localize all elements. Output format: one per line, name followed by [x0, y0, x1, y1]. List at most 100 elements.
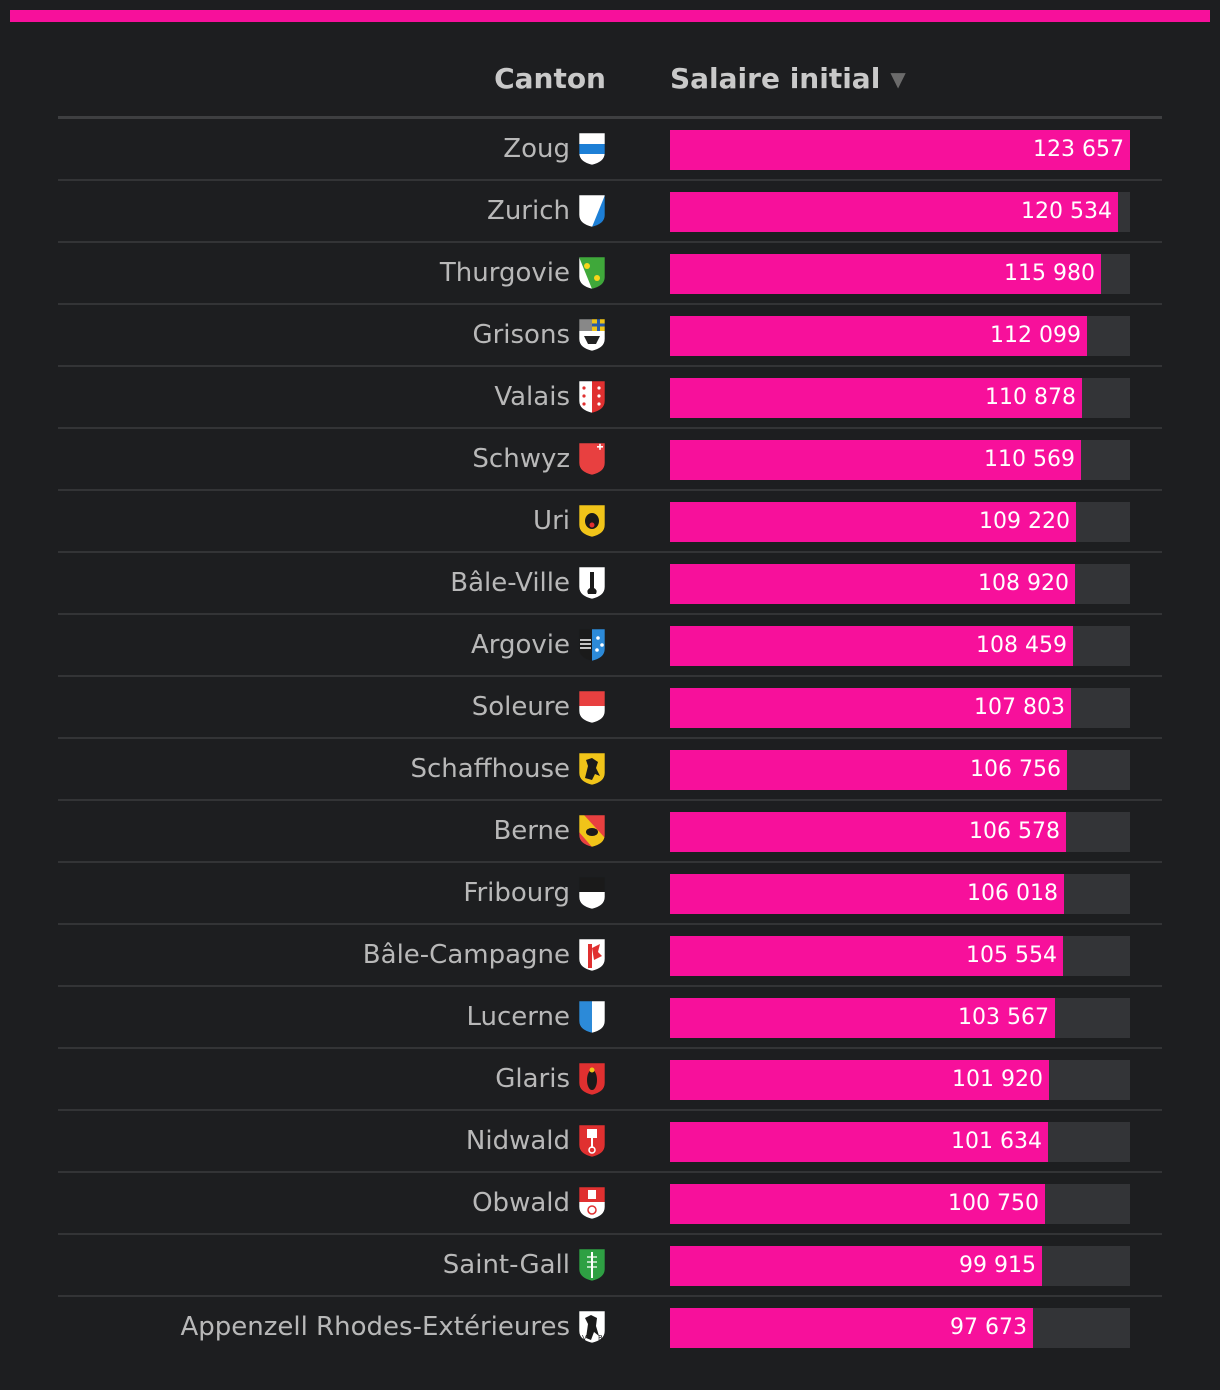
- table-row: Lucerne 103 567: [58, 987, 1162, 1049]
- ranking-table: Zoug 123 657 Zurich 120 534 Thurgovie 115 980…: [58, 119, 1162, 1357]
- bar-value-label: 106 578: [969, 819, 1060, 844]
- salary-bar: [670, 1060, 1049, 1100]
- bar-track: 99 915: [670, 1246, 1130, 1286]
- bern-flag-icon: [578, 814, 606, 848]
- canton-cell: Uri: [533, 491, 606, 551]
- table-row: Bâle-Campagne 105 554: [58, 925, 1162, 987]
- salary-bar: [670, 750, 1067, 790]
- bar-track: 108 459: [670, 626, 1130, 666]
- salary-bar: [670, 812, 1066, 852]
- sort-descending-icon[interactable]: ▼: [890, 67, 906, 91]
- salary-bar: [670, 378, 1082, 418]
- bar-track: 100 750: [670, 1184, 1130, 1224]
- bar-track: 108 920: [670, 564, 1130, 604]
- table-row: Zurich 120 534: [58, 181, 1162, 243]
- valais-flag-icon: [578, 380, 606, 414]
- bar-track: 107 803: [670, 688, 1130, 728]
- bar-track: 112 099: [670, 316, 1130, 356]
- salary-bar: [670, 936, 1063, 976]
- table-row: Schaffhouse 106 756: [58, 739, 1162, 801]
- bar-value-label: 99 915: [959, 1253, 1036, 1278]
- salary-bar: [670, 564, 1075, 604]
- bar-track: 106 018: [670, 874, 1130, 914]
- canton-cell: Nidwald: [466, 1111, 606, 1171]
- canton-cell: Obwald: [472, 1173, 606, 1233]
- salary-bar: [670, 192, 1118, 232]
- salary-bar: [670, 254, 1101, 294]
- bar-value-label: 108 920: [978, 571, 1069, 596]
- table-row: Grisons 112 099: [58, 305, 1162, 367]
- glarus-flag-icon: [578, 1062, 606, 1096]
- canton-name: Zoug: [503, 134, 570, 164]
- basel-city-flag-icon: [578, 566, 606, 600]
- schaffhausen-flag-icon: [578, 752, 606, 786]
- canton-name: Schaffhouse: [410, 754, 570, 784]
- table-row: Thurgovie 115 980: [58, 243, 1162, 305]
- bar-track: 110 569: [670, 440, 1130, 480]
- fribourg-flag-icon: [578, 876, 606, 910]
- canton-cell: Bâle-Campagne: [363, 925, 606, 985]
- canton-name: Uri: [533, 506, 570, 536]
- table-row: Berne 106 578: [58, 801, 1162, 863]
- bar-value-label: 105 554: [966, 943, 1057, 968]
- bar-value-label: 97 673: [950, 1315, 1027, 1340]
- bar-track: 105 554: [670, 936, 1130, 976]
- zug-flag-icon: [578, 132, 606, 166]
- bar-value-label: 101 634: [951, 1129, 1042, 1154]
- canton-cell: Schwyz: [472, 429, 606, 489]
- column-header-salary[interactable]: Salaire initial ▼: [670, 62, 906, 95]
- svg-text:R: R: [598, 1334, 603, 1342]
- thurgau-flag-icon: [578, 256, 606, 290]
- bar-value-label: 123 657: [1033, 137, 1124, 162]
- canton-cell: Bâle-Ville: [450, 553, 606, 613]
- zurich-flag-icon: [578, 194, 606, 228]
- salary-bar: [670, 874, 1064, 914]
- canton-cell: Glaris: [495, 1049, 606, 1109]
- canton-header-label: Canton: [494, 62, 606, 95]
- bar-track: 103 567: [670, 998, 1130, 1038]
- canton-name: Glaris: [495, 1064, 570, 1094]
- canton-cell: Schaffhouse: [410, 739, 606, 799]
- canton-name: Lucerne: [466, 1002, 570, 1032]
- canton-name: Valais: [494, 382, 570, 412]
- canton-name: Thurgovie: [439, 258, 570, 288]
- bar-track: 101 634: [670, 1122, 1130, 1162]
- header-divider: [58, 116, 1162, 119]
- canton-cell: Thurgovie: [440, 243, 606, 303]
- canton-cell: Lucerne: [466, 987, 606, 1047]
- bar-value-label: 120 534: [1021, 199, 1112, 224]
- bar-track: 101 920: [670, 1060, 1130, 1100]
- column-header-canton[interactable]: Canton: [494, 62, 606, 95]
- canton-name: Bâle-Campagne: [362, 940, 570, 970]
- bar-value-label: 110 569: [984, 447, 1075, 472]
- canton-name: Nidwald: [465, 1126, 570, 1156]
- table-row: Zoug 123 657: [58, 119, 1162, 181]
- salary-bar: [670, 1184, 1045, 1224]
- accent-top-bar: [10, 10, 1210, 22]
- table-row: Valais 110 878: [58, 367, 1162, 429]
- table-row: Schwyz 110 569: [58, 429, 1162, 491]
- basel-country-flag-icon: [578, 938, 606, 972]
- salary-bar: [670, 1308, 1033, 1348]
- table-row: Argovie 108 459: [58, 615, 1162, 677]
- salary-bar: [670, 1246, 1042, 1286]
- aargau-flag-icon: [578, 628, 606, 662]
- salary-bar: [670, 1122, 1048, 1162]
- salary-bar: [670, 688, 1071, 728]
- table-header: Canton Salaire initial ▼: [58, 50, 1162, 116]
- svg-text:V: V: [582, 1334, 587, 1342]
- canton-cell: Grisons: [472, 305, 606, 365]
- salary-bar: [670, 998, 1055, 1038]
- bar-value-label: 103 567: [958, 1005, 1049, 1030]
- canton-name: Berne: [493, 816, 570, 846]
- bar-track: 106 756: [670, 750, 1130, 790]
- canton-name: Saint-Gall: [442, 1250, 570, 1280]
- bar-track: 123 657: [670, 130, 1130, 170]
- canton-cell: Soleure: [472, 677, 606, 737]
- bar-track: 97 673: [670, 1308, 1130, 1348]
- canton-cell: Zoug: [503, 119, 606, 179]
- canton-cell: Fribourg: [463, 863, 606, 923]
- canton-name: Obwald: [472, 1188, 570, 1218]
- canton-cell: Zurich: [487, 181, 606, 241]
- solothurn-flag-icon: [578, 690, 606, 724]
